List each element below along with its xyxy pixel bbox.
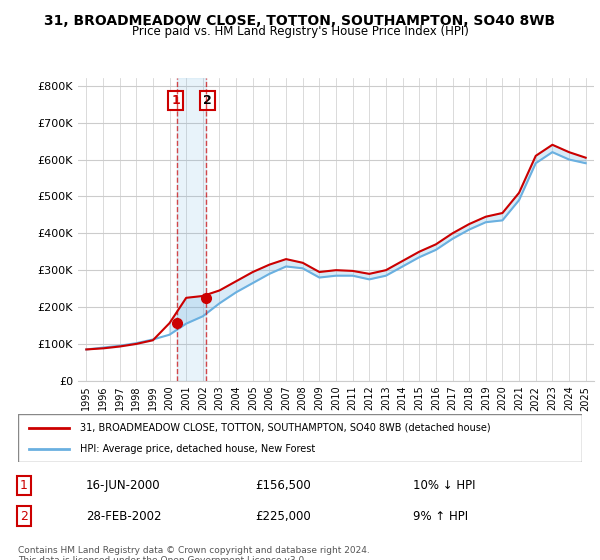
Text: £156,500: £156,500 [255,479,311,492]
Text: 28-FEB-2002: 28-FEB-2002 [86,510,161,522]
FancyBboxPatch shape [18,414,582,462]
Text: 1: 1 [20,479,28,492]
Text: 31, BROADMEADOW CLOSE, TOTTON, SOUTHAMPTON, SO40 8WB: 31, BROADMEADOW CLOSE, TOTTON, SOUTHAMPT… [44,14,556,28]
Bar [177,78,206,381]
Text: Contains HM Land Registry data © Crown copyright and database right 2024.
This d: Contains HM Land Registry data © Crown c… [18,546,370,560]
Text: 10% ↓ HPI: 10% ↓ HPI [413,479,475,492]
Text: Price paid vs. HM Land Registry's House Price Index (HPI): Price paid vs. HM Land Registry's House … [131,25,469,38]
Text: 2: 2 [20,510,28,522]
Text: 16-JUN-2000: 16-JUN-2000 [86,479,160,492]
Text: 9% ↑ HPI: 9% ↑ HPI [413,510,468,522]
Text: 31, BROADMEADOW CLOSE, TOTTON, SOUTHAMPTON, SO40 8WB (detached house): 31, BROADMEADOW CLOSE, TOTTON, SOUTHAMPT… [80,423,491,433]
Text: 2: 2 [203,94,212,107]
Text: 1: 1 [171,94,180,107]
Text: HPI: Average price, detached house, New Forest: HPI: Average price, detached house, New … [80,444,315,454]
Text: £225,000: £225,000 [255,510,311,522]
